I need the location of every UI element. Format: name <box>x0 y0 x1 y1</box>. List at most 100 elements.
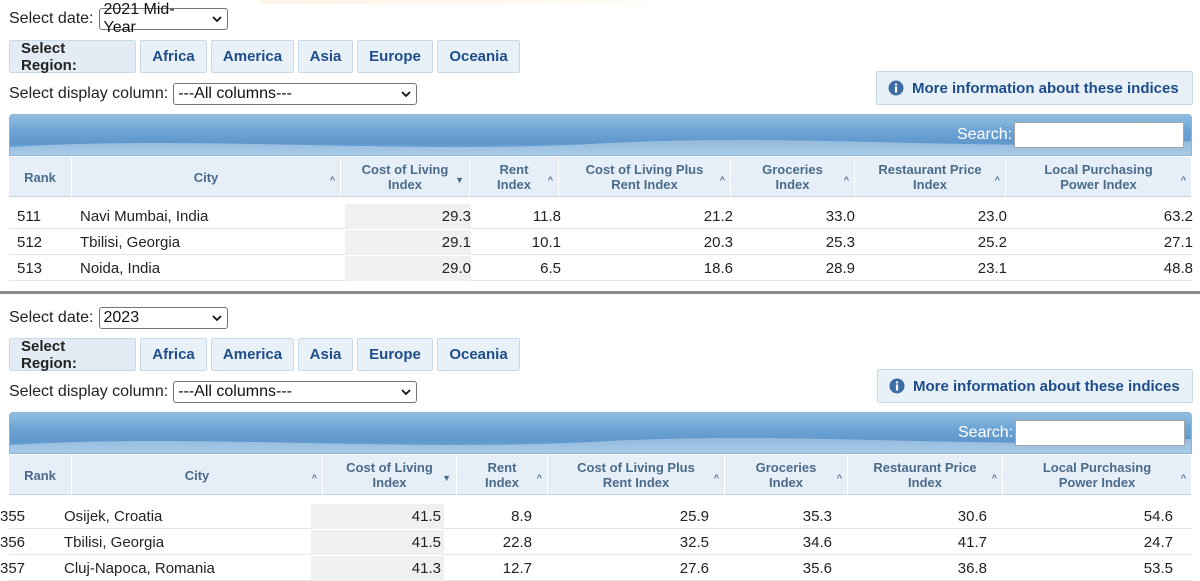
col-header-local-purchasing[interactable]: Local Purchasing Power Index ^ <box>1003 455 1192 495</box>
sort-desc-icon: ▼ <box>442 473 451 483</box>
column-header-row: Rank City ^ Cost of Living Index ▼ Rent In… <box>9 455 1192 495</box>
col-header-rent[interactable]: Rent Index ^ <box>470 157 559 197</box>
restaurant-cell: 36.8 <box>957 560 987 577</box>
display-column-select[interactable]: ---All columns--- <box>173 83 418 105</box>
col-header-col-plus-rent[interactable]: Cost of Living Plus Rent Index ^ <box>559 157 731 197</box>
region-africa-button[interactable]: Africa <box>140 40 207 73</box>
date-label: Select date: <box>9 309 94 326</box>
display-column-select[interactable]: ---All columns--- <box>173 381 418 403</box>
sort-icon: ^ <box>994 175 1000 185</box>
groceries-cell: 25.3 <box>825 234 855 251</box>
rank-cell: 513 <box>17 260 43 277</box>
region-label: Select Region: <box>9 40 136 74</box>
cost-of-living-cell: 29.1 <box>441 234 471 251</box>
restaurant-cell: 23.1 <box>977 260 1007 277</box>
col-header-city[interactable]: City ^ <box>72 455 323 495</box>
display-column-row: Select display column: ---All columns--- <box>9 83 418 105</box>
more-info-button[interactable]: More information about these indices <box>877 369 1193 403</box>
chevron-down-icon <box>211 13 223 25</box>
sort-icon: ^ <box>991 473 997 483</box>
region-europe-button[interactable]: Europe <box>357 40 433 73</box>
sort-icon: ^ <box>836 473 842 483</box>
region-asia-button[interactable]: Asia <box>298 338 353 371</box>
col-header-groceries[interactable]: Groceries Index ^ <box>725 455 848 495</box>
search-input[interactable] <box>1014 122 1184 148</box>
sort-icon: ^ <box>536 473 542 483</box>
rank-cell: 357 <box>0 560 26 577</box>
sort-icon: ^ <box>1180 473 1186 483</box>
search-input[interactable] <box>1015 420 1185 446</box>
more-info-button[interactable]: More information about these indices <box>876 71 1193 105</box>
local-purchasing-cell: 54.6 <box>1143 508 1173 525</box>
table-row: 356 Tbilisi, Georgia 41.5 22.8 32.5 34.6… <box>0 530 1192 555</box>
col-header-rank[interactable]: Rank <box>9 455 72 495</box>
date-row: Select date: 2023 <box>9 307 228 329</box>
col-header-cost-of-living[interactable]: Cost of Living Index ▼ <box>323 455 457 495</box>
city-cell: Cluj-Napoca, Romania <box>64 560 215 577</box>
chevron-down-icon <box>400 386 412 398</box>
col-header-city[interactable]: City ^ <box>72 157 341 197</box>
col-header-restaurant[interactable]: Restaurant Price Index ^ <box>848 455 1003 495</box>
col-plus-rent-cell: 18.6 <box>703 260 733 277</box>
rent-cell: 6.5 <box>540 260 561 277</box>
chevron-down-icon <box>211 312 223 324</box>
region-europe-button[interactable]: Europe <box>357 338 433 371</box>
region-africa-button[interactable]: Africa <box>140 338 207 371</box>
sort-icon: ^ <box>311 473 317 483</box>
panel-divider <box>0 291 1200 294</box>
col-header-local-purchasing[interactable]: Local Purchasing Power Index ^ <box>1006 157 1192 197</box>
col-header-col-plus-rent[interactable]: Cost of Living Plus Rent Index ^ <box>548 455 725 495</box>
region-bar: Select Region: Africa America Asia Europ… <box>9 40 520 74</box>
chevron-down-icon <box>400 88 412 100</box>
col-header-restaurant[interactable]: Restaurant Price Index ^ <box>855 157 1006 197</box>
rank-cell: 512 <box>17 234 43 251</box>
region-america-button[interactable]: America <box>211 40 294 73</box>
header-wave-decoration <box>10 140 1191 155</box>
sort-icon: ^ <box>1180 175 1186 185</box>
header-wave-decoration <box>10 438 1191 453</box>
search-label: Search: <box>958 424 1014 441</box>
date-select-value: 2021 Mid-Year <box>103 1 175 36</box>
col-header-rent[interactable]: Rent Index ^ <box>457 455 548 495</box>
col-header-rank[interactable]: Rank <box>9 157 72 197</box>
cost-of-living-cell: 41.5 <box>411 534 441 551</box>
rent-cell: 10.1 <box>531 234 561 251</box>
local-purchasing-cell: 24.7 <box>1143 534 1173 551</box>
date-row: Select date: 2021 Mid-Year <box>9 1 228 36</box>
date-select-value: 2023 <box>103 309 140 326</box>
rent-cell: 12.7 <box>502 560 532 577</box>
city-cell: Osijek, Croatia <box>64 508 163 525</box>
search-label: Search: <box>957 126 1013 143</box>
table-row: 513 Noida, India 29.0 6.5 18.6 28.9 23.1… <box>9 256 1193 281</box>
info-icon <box>888 80 904 96</box>
col-header-groceries[interactable]: Groceries Index ^ <box>731 157 855 197</box>
local-purchasing-cell: 27.1 <box>1163 234 1193 251</box>
rank-cell: 356 <box>0 534 26 551</box>
col-plus-rent-cell: 25.9 <box>679 508 709 525</box>
restaurant-cell: 25.2 <box>977 234 1007 251</box>
region-america-button[interactable]: America <box>211 338 294 371</box>
groceries-cell: 34.6 <box>802 534 832 551</box>
table-row: 355 Osijek, Croatia 41.5 8.9 25.9 35.3 3… <box>0 504 1192 529</box>
display-column-label: Select display column: <box>9 383 169 400</box>
more-info-label: More information about these indices <box>912 79 1179 97</box>
restaurant-cell: 23.0 <box>977 208 1007 225</box>
rank-cell: 355 <box>0 508 26 525</box>
cost-of-living-cell: 29.3 <box>441 208 471 225</box>
sort-icon: ^ <box>843 175 849 185</box>
cost-of-living-cell: 29.0 <box>441 260 471 277</box>
city-cell: Noida, India <box>80 260 161 277</box>
groceries-cell: 28.9 <box>825 260 855 277</box>
table-row: 512 Tbilisi, Georgia 29.1 10.1 20.3 25.3… <box>9 230 1193 255</box>
rent-cell: 8.9 <box>511 508 532 525</box>
city-cell: Navi Mumbai, India <box>80 208 209 225</box>
col-header-cost-of-living[interactable]: Cost of Living Index ▼ <box>341 157 470 197</box>
cost-of-living-cell: 41.3 <box>411 560 441 577</box>
date-select[interactable]: 2021 Mid-Year <box>98 1 228 36</box>
date-select[interactable]: 2023 <box>98 307 228 329</box>
info-icon <box>889 378 905 394</box>
region-asia-button[interactable]: Asia <box>298 40 353 73</box>
region-oceania-button[interactable]: Oceania <box>437 338 520 371</box>
sort-icon: ^ <box>713 473 719 483</box>
region-oceania-button[interactable]: Oceania <box>437 40 520 73</box>
